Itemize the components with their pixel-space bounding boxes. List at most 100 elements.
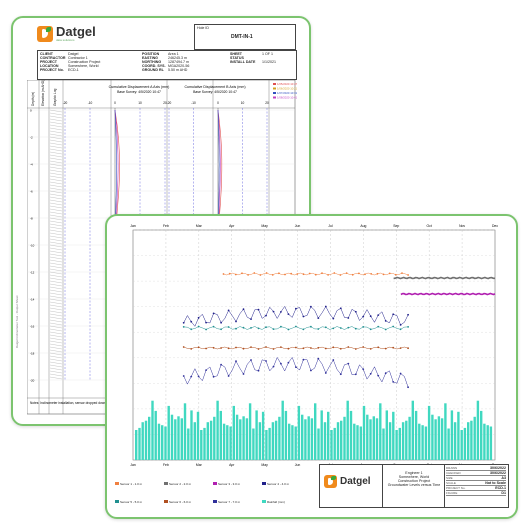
series-point [369, 328, 372, 331]
series-point [250, 318, 252, 320]
graphic-log-hatch [49, 283, 63, 287]
series-point [220, 363, 222, 366]
rainfall-bar [431, 414, 434, 460]
logo-name: Datgel [56, 24, 96, 39]
info-field-label: INSTALL DATE [230, 60, 256, 64]
graphic-log-hatch [49, 280, 63, 284]
title-block-field-label: PROJECT No. [446, 486, 466, 490]
series-point [369, 372, 372, 375]
series-point [384, 372, 387, 375]
graphic-log-hatch [49, 316, 63, 320]
column-header: Depth (m) [31, 92, 35, 106]
rainfall-bar [473, 416, 476, 460]
title-block-field: PROJECT No. ECD-1 [446, 486, 506, 491]
title-block-field: SCALE Not to Scale [446, 481, 506, 486]
graphic-log-hatch [49, 295, 63, 299]
series-point [287, 347, 290, 350]
graphic-log-hatch [49, 301, 63, 305]
graphic-log-hatch [49, 163, 63, 167]
series-point [287, 313, 290, 315]
graphic-log-hatch [49, 151, 63, 155]
title-block-field-label: CHECKED [446, 471, 461, 475]
title-block-field-label: FIGURE [446, 491, 458, 495]
series-point [287, 361, 290, 364]
series-point [347, 326, 350, 329]
info-field-label: PROJECT [40, 60, 57, 64]
rainfall-bar [395, 430, 398, 460]
x-tick-label: Jan [130, 463, 136, 467]
graphic-log-hatch [49, 226, 63, 230]
rainfall-bar [174, 419, 177, 460]
rainfall-bar [157, 423, 161, 460]
info-field-label: LOCATION [40, 64, 59, 68]
graphic-log-hatch [49, 268, 63, 272]
series-point [347, 346, 350, 348]
series-point [278, 272, 280, 275]
series-point [280, 311, 282, 313]
graphic-log-hatch [49, 310, 63, 314]
rainfall-bar [245, 418, 249, 460]
graphic-log-hatch [49, 361, 63, 365]
x-tick-label-top: Apr [229, 224, 235, 228]
timeseries-report-card[interactable]: JanJanFebFebMarMarAprAprMayMayJunJunJulJ… [105, 214, 518, 519]
series-point [257, 327, 260, 330]
series-point [197, 346, 200, 349]
graphic-log-hatch [49, 124, 63, 128]
info-field: SHEET 1 OF 1 [230, 52, 276, 56]
legend-swatch [273, 83, 276, 85]
title-block: Datgel Engineer 1 Somewhere, World Constru… [319, 464, 509, 508]
x-tick-label-top: Jun [295, 224, 301, 228]
graphic-log-hatch [49, 349, 63, 353]
info-field: INSTALL DATE 1/1/2021 [230, 60, 276, 64]
legend-swatch [273, 92, 276, 94]
rainfall-bar [447, 428, 450, 460]
graphic-log-hatch [49, 148, 63, 152]
graphic-log-hatch [49, 112, 63, 116]
graphic-log-hatch [49, 193, 63, 197]
info-field: PROJECT Construction Project [40, 60, 100, 64]
graphic-log-hatch [49, 241, 63, 245]
series-point [265, 272, 268, 274]
rainfall-bar [353, 423, 356, 460]
graphic-log-hatch [49, 364, 63, 368]
legend-item: Sensor 2 - 2.0 m [164, 482, 212, 486]
rainfall-bar [235, 414, 239, 460]
rainfall-bar [239, 419, 242, 460]
graphic-log-hatch [49, 328, 63, 332]
rainfall-bar [307, 416, 310, 460]
series-point [227, 347, 230, 350]
series-point [324, 326, 327, 329]
series-point [242, 373, 245, 375]
series-point [242, 308, 245, 311]
x-tick-label-top: Nov [459, 224, 465, 228]
rainfall-bar [148, 416, 151, 460]
graphic-log-hatch [49, 175, 63, 179]
logo-mark-icon [324, 475, 337, 488]
series-point [377, 314, 380, 316]
legend-item: Sensor 1 - 1.0 m [115, 482, 163, 486]
rainfall-bar [437, 416, 441, 460]
rainfall-bar [141, 422, 144, 460]
rainfall-bar [187, 428, 190, 460]
depth-tick-label: -2 [30, 136, 33, 140]
title-block-company: Datgel [340, 476, 371, 487]
rainfall-bar [401, 422, 405, 460]
column-header: Graphic Log [53, 88, 57, 106]
graphic-log-hatch [49, 289, 63, 293]
title-block-field-value: D1 [501, 491, 506, 495]
series-point [377, 346, 380, 349]
rainfall-bar [450, 410, 454, 460]
graphic-log-hatch [49, 322, 63, 326]
graphic-log-hatch [49, 190, 63, 194]
info-field: CLIENT Datgel [40, 52, 100, 56]
rainfall-bar [453, 422, 457, 460]
series-point [272, 365, 275, 368]
rainfall-bar [288, 423, 291, 460]
rainfall-bar [486, 425, 489, 460]
series-point [399, 347, 402, 349]
graphic-log-hatch [49, 346, 63, 350]
x-tick-label: May [261, 463, 268, 467]
legend-label: Sensor 1 - 1.0 m [120, 481, 143, 486]
rainfall-bar [177, 416, 180, 460]
x-tick-label: 0 [217, 101, 219, 105]
